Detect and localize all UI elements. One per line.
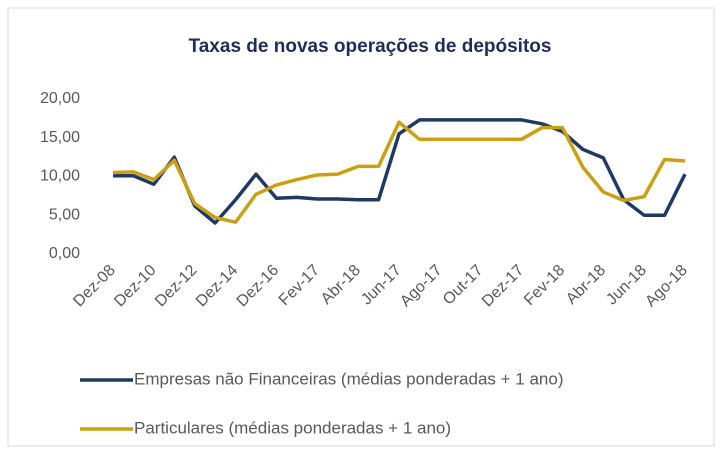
y-tick-label: 10,00 — [40, 168, 80, 185]
series-line — [113, 118, 687, 225]
legend-label: Particulares (médias ponderadas + 1 ano) — [134, 418, 451, 437]
chart-frame — [7, 7, 715, 447]
series-line — [112, 120, 686, 224]
y-tick-label: 5,00 — [49, 206, 80, 223]
y-tick-label: 15,00 — [40, 129, 80, 146]
chart-title: Taxas de novas operações de depósitos — [189, 36, 552, 57]
y-tick-label: 20,00 — [40, 90, 80, 107]
y-tick-label: 0,00 — [49, 245, 80, 262]
legend-label: Empresas não Financeiras (médias pondera… — [134, 369, 564, 388]
